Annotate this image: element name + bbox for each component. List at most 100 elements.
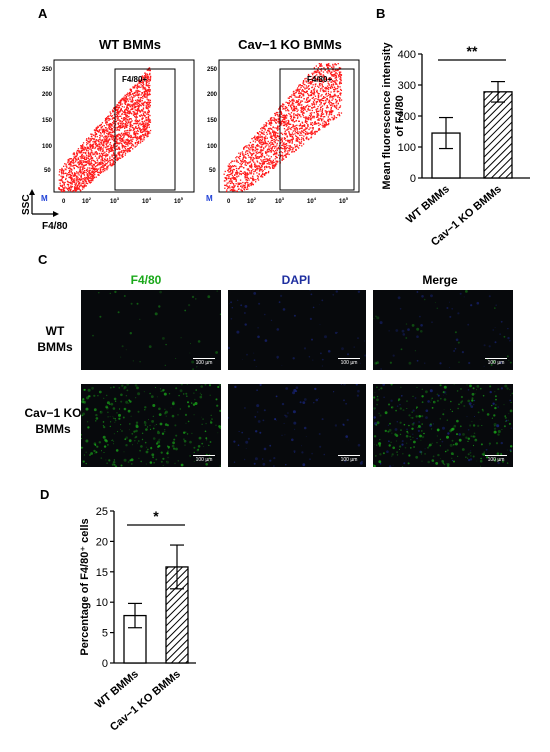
event-dot	[83, 165, 85, 167]
event-dot	[141, 131, 144, 133]
event-dot	[335, 102, 337, 104]
event-dot	[103, 142, 105, 144]
event-dot	[271, 165, 274, 167]
event-dot	[127, 100, 130, 102]
event-dot	[254, 135, 256, 137]
event-dot	[244, 175, 246, 178]
event-dot	[130, 136, 132, 138]
event-dot	[104, 168, 106, 170]
event-dot	[100, 127, 102, 129]
event-dot	[148, 126, 150, 128]
event-dot	[76, 187, 78, 189]
cell-signal	[421, 401, 424, 404]
event-dot	[310, 136, 313, 138]
event-dot	[128, 113, 130, 115]
event-dot	[101, 129, 103, 131]
event-dot	[65, 165, 67, 167]
cell-signal	[161, 432, 165, 435]
event-dot	[137, 138, 139, 140]
event-dot	[322, 86, 324, 88]
event-dot	[327, 66, 329, 69]
event-dot	[331, 103, 333, 105]
event-dot	[323, 120, 325, 122]
event-dot	[120, 108, 122, 111]
event-dot	[326, 95, 328, 97]
event-dot	[272, 135, 275, 137]
event-dot	[109, 159, 111, 161]
event-dot	[108, 126, 110, 128]
event-dot	[256, 157, 258, 159]
cell-signal	[133, 430, 136, 433]
event-dot	[67, 185, 70, 187]
x-tick: 105	[339, 196, 349, 205]
event-dot	[77, 150, 80, 152]
event-dot	[258, 162, 261, 164]
event-dot	[292, 103, 295, 105]
event-dot	[101, 144, 104, 146]
event-dot	[228, 163, 230, 165]
event-dot	[241, 166, 243, 168]
event-dot	[75, 177, 77, 179]
event-dot	[143, 129, 145, 131]
event-dot	[312, 77, 314, 79]
event-dot	[91, 170, 93, 172]
event-dot	[96, 130, 99, 132]
cell-signal	[303, 347, 307, 350]
event-dot	[132, 101, 134, 103]
event-dot	[107, 130, 109, 132]
cell-signal	[510, 427, 513, 430]
event-dot	[309, 112, 311, 114]
event-dot	[137, 102, 139, 104]
event-dot	[330, 107, 332, 109]
event-dot	[79, 167, 81, 169]
cell-signal	[285, 415, 288, 418]
event-dot	[148, 92, 151, 94]
event-dot	[285, 125, 288, 127]
cell-signal	[468, 459, 471, 462]
event-dot	[137, 130, 139, 132]
event-dot	[61, 190, 63, 193]
cell-signal	[490, 364, 493, 366]
event-dot	[288, 133, 291, 135]
event-dot	[292, 105, 295, 107]
cell-signal	[204, 430, 207, 433]
cell-signal	[125, 436, 128, 439]
event-dot	[291, 132, 294, 134]
event-dot	[325, 110, 327, 112]
event-dot	[125, 109, 128, 111]
event-dot	[232, 171, 234, 173]
event-dot	[111, 128, 114, 130]
event-dot	[293, 151, 296, 153]
event-dot	[247, 168, 250, 170]
event-dot	[288, 112, 290, 115]
event-dot	[304, 84, 306, 86]
cell-signal	[229, 303, 230, 305]
event-dot	[106, 169, 108, 171]
event-dot	[89, 172, 92, 174]
event-dot	[148, 82, 150, 84]
cell-signal	[453, 444, 455, 446]
cell-signal	[219, 409, 221, 412]
event-dot	[313, 91, 315, 93]
event-dot	[136, 100, 138, 102]
event-dot	[248, 147, 250, 149]
event-dot	[270, 137, 273, 139]
event-dot	[113, 153, 115, 155]
event-dot	[129, 93, 132, 96]
event-dot	[293, 94, 295, 96]
event-dot	[146, 127, 148, 129]
event-dot	[73, 153, 76, 155]
cell-signal	[509, 361, 512, 364]
event-dot	[93, 153, 95, 155]
event-dot	[247, 169, 249, 171]
event-dot	[289, 145, 291, 147]
cell-signal	[129, 400, 132, 403]
event-dot	[142, 108, 145, 110]
event-dot	[138, 101, 140, 103]
event-dot	[86, 142, 88, 144]
event-dot	[320, 114, 322, 117]
event-dot	[317, 94, 319, 96]
cell-signal	[507, 336, 510, 340]
event-dot	[133, 104, 135, 106]
